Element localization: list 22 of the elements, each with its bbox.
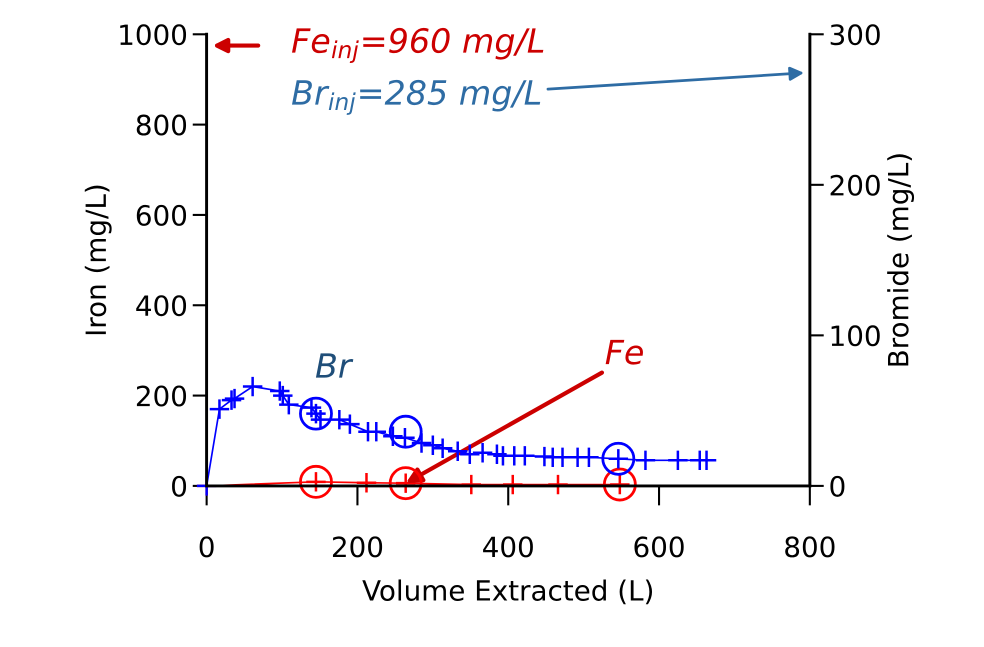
x-tick-label: 400	[483, 536, 533, 558]
y-axis-title: Iron (mg/L)	[84, 186, 112, 334]
y-tick-label: 0	[172, 476, 186, 497]
y-tick-label: 400	[136, 295, 186, 316]
x-axis-title: Volume Extracted (L)	[362, 579, 652, 604]
annotation: Br$_{inj}$=285 mg/L	[292, 80, 540, 115]
y-tick-label: 1000	[120, 24, 186, 46]
y2-tick-label: 100	[832, 325, 880, 346]
annotation: Fe	[606, 340, 643, 365]
y-tick-label: 600	[136, 204, 186, 226]
y2-tick-label: 200	[830, 174, 880, 196]
y2-tick-label: 0	[830, 476, 844, 497]
x-tick-label: 800	[785, 536, 834, 558]
x-tick-label: 200	[332, 536, 382, 558]
y2-tick-label: 300	[830, 24, 880, 46]
y-tick-label: 800	[136, 114, 186, 136]
x-tick-label: 0	[200, 536, 214, 558]
y2-axis-title: Bromide (mg/L)	[887, 154, 914, 366]
y-tick-label: 200	[136, 386, 186, 407]
annotation: Fe$_{inj}$=960 mg/L	[292, 28, 544, 63]
annotation: Br	[316, 353, 354, 378]
x-tick-label: 600	[634, 536, 684, 558]
